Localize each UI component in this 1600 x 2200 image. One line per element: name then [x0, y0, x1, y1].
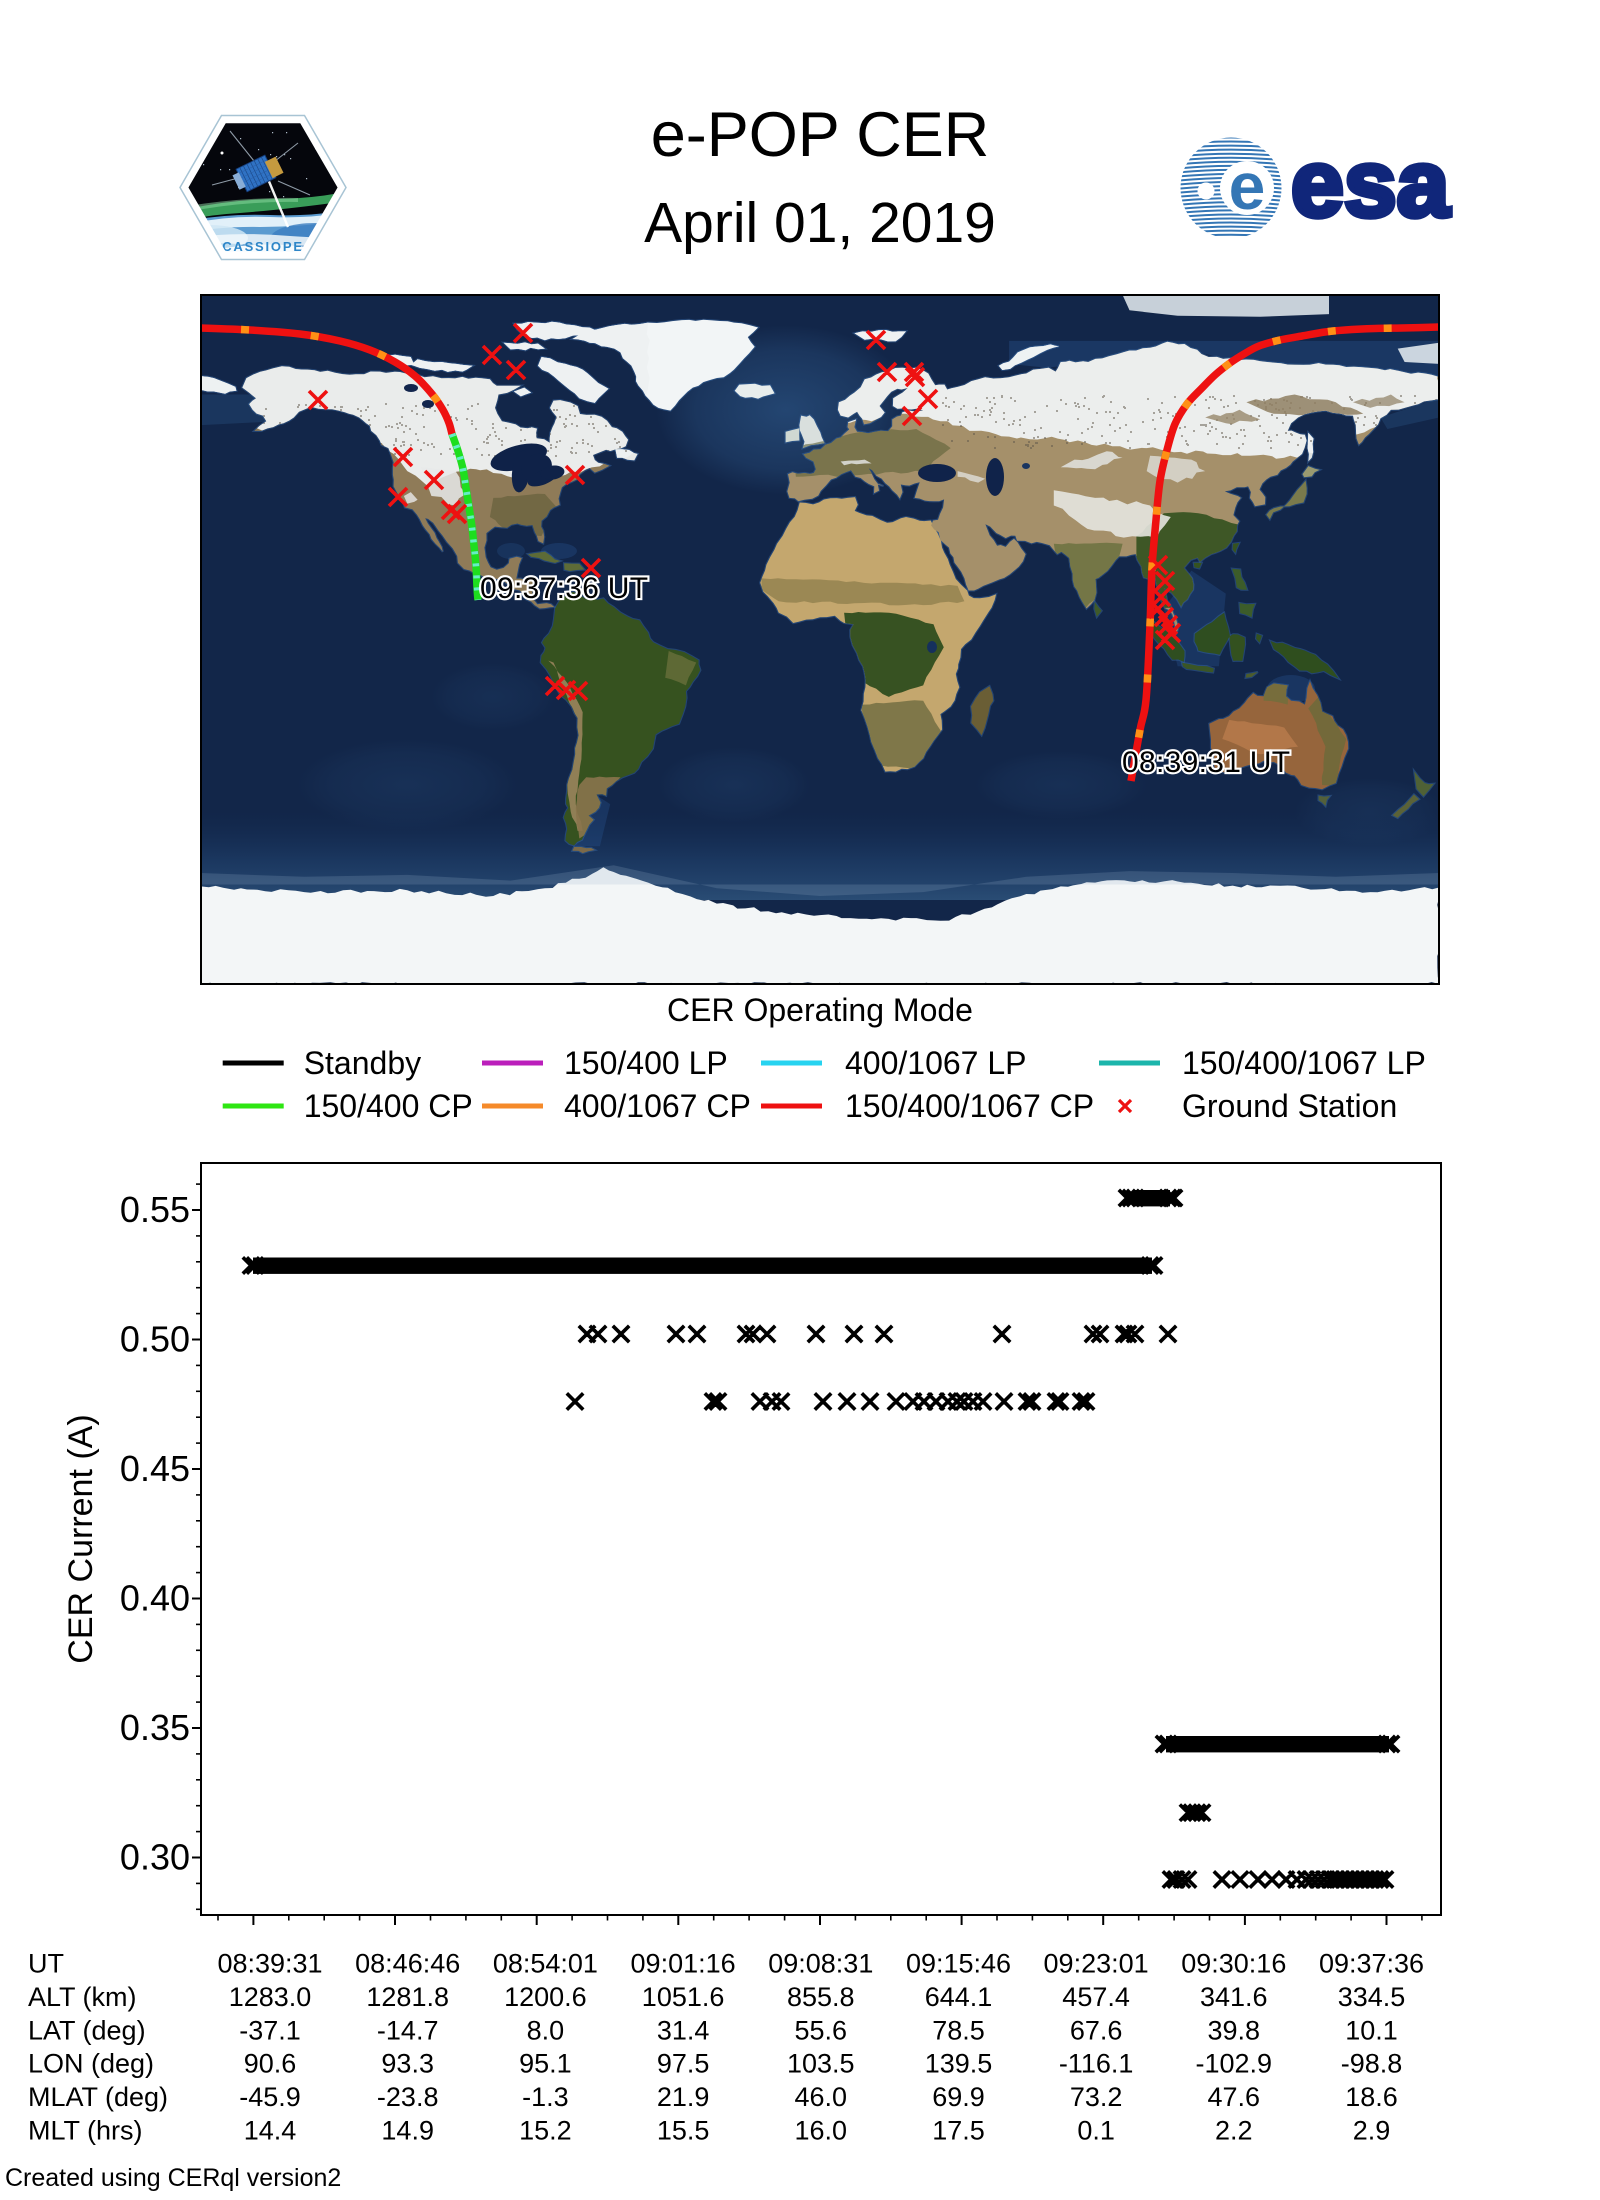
svg-text:1051.6: 1051.6 [642, 1982, 725, 2012]
svg-text:08:39:31: 08:39:31 [217, 1949, 322, 1979]
svg-text:0.40: 0.40 [120, 1578, 190, 1619]
svg-text:78.5: 78.5 [932, 2015, 985, 2045]
svg-text:08:39:31 UT: 08:39:31 UT [1122, 746, 1290, 779]
svg-text:-102.9: -102.9 [1196, 2049, 1273, 2079]
svg-text:55.6: 55.6 [795, 2015, 848, 2045]
svg-text:09:37:36 UT: 09:37:36 UT [480, 572, 648, 605]
svg-text:14.9: 14.9 [381, 2116, 434, 2146]
svg-text:-98.8: -98.8 [1341, 2049, 1403, 2079]
svg-text:Ground Station: Ground Station [1182, 1088, 1397, 1124]
svg-text:09:01:16: 09:01:16 [631, 1949, 736, 1979]
svg-text:09:23:01: 09:23:01 [1044, 1949, 1149, 1979]
svg-text:15.5: 15.5 [657, 2116, 710, 2146]
svg-text:1200.6: 1200.6 [504, 1982, 587, 2012]
svg-text:1283.0: 1283.0 [229, 1982, 312, 2012]
svg-text:CER Current (A): CER Current (A) [62, 1414, 100, 1663]
svg-text:1281.8: 1281.8 [366, 1982, 449, 2012]
svg-text:21.9: 21.9 [657, 2082, 710, 2112]
svg-text:69.9: 69.9 [932, 2082, 985, 2112]
svg-text:09:37:36: 09:37:36 [1319, 1949, 1424, 1979]
svg-text:150/400/1067 LP: 150/400/1067 LP [1182, 1045, 1426, 1081]
svg-text:LAT (deg): LAT (deg) [28, 2015, 146, 2045]
svg-text:2.9: 2.9 [1353, 2116, 1391, 2146]
svg-text:31.4: 31.4 [657, 2015, 710, 2045]
svg-text:-23.8: -23.8 [377, 2082, 439, 2112]
svg-text:90.6: 90.6 [244, 2049, 297, 2079]
svg-text:400/1067 CP: 400/1067 CP [564, 1088, 751, 1124]
svg-text:341.6: 341.6 [1200, 1982, 1268, 2012]
svg-text:103.5: 103.5 [787, 2049, 855, 2079]
svg-text:139.5: 139.5 [925, 2049, 993, 2079]
svg-text:0.45: 0.45 [120, 1448, 190, 1489]
svg-text:457.4: 457.4 [1062, 1982, 1130, 2012]
svg-text:Standby: Standby [304, 1045, 421, 1081]
svg-text:-37.1: -37.1 [239, 2015, 301, 2045]
svg-text:17.5: 17.5 [932, 2116, 985, 2146]
svg-text:UT: UT [28, 1949, 64, 1979]
svg-text:18.6: 18.6 [1345, 2082, 1398, 2112]
svg-text:esa: esa [1291, 131, 1451, 237]
svg-text:400/1067 LP: 400/1067 LP [845, 1045, 1027, 1081]
svg-text:67.6: 67.6 [1070, 2015, 1123, 2045]
svg-text:2.2: 2.2 [1215, 2116, 1253, 2146]
svg-text:Created using CERql version2: Created using CERql version2 [5, 2164, 341, 2192]
svg-text:0.50: 0.50 [120, 1319, 190, 1360]
svg-text:LON (deg): LON (deg) [28, 2049, 154, 2079]
svg-text:0.1: 0.1 [1077, 2116, 1115, 2146]
svg-text:73.2: 73.2 [1070, 2082, 1123, 2112]
svg-text:15.2: 15.2 [519, 2116, 572, 2146]
svg-text:16.0: 16.0 [795, 2116, 848, 2146]
svg-text:95.1: 95.1 [519, 2049, 572, 2079]
svg-text:08:46:46: 08:46:46 [355, 1949, 460, 1979]
svg-text:150/400 CP: 150/400 CP [304, 1088, 473, 1124]
svg-text:CASSIOPE: CASSIOPE [222, 239, 304, 254]
svg-text:93.3: 93.3 [381, 2049, 434, 2079]
svg-text:MLAT (deg): MLAT (deg) [28, 2082, 168, 2112]
svg-text:ALT (km): ALT (km) [28, 1982, 137, 2012]
svg-text:14.4: 14.4 [244, 2116, 297, 2146]
svg-text:08:54:01: 08:54:01 [493, 1949, 598, 1979]
svg-text:855.8: 855.8 [787, 1982, 855, 2012]
svg-text:39.8: 39.8 [1208, 2015, 1261, 2045]
svg-text:10.1: 10.1 [1345, 2015, 1398, 2045]
svg-text:0.30: 0.30 [120, 1837, 190, 1878]
svg-text:e: e [1229, 149, 1266, 223]
svg-text:09:30:16: 09:30:16 [1181, 1949, 1286, 1979]
svg-text:0.35: 0.35 [120, 1707, 190, 1748]
svg-text:334.5: 334.5 [1338, 1982, 1406, 2012]
svg-text:MLT (hrs): MLT (hrs) [28, 2116, 143, 2146]
svg-text:-45.9: -45.9 [239, 2082, 301, 2112]
svg-text:-14.7: -14.7 [377, 2015, 439, 2045]
svg-text:09:15:46: 09:15:46 [906, 1949, 1011, 1979]
svg-text:97.5: 97.5 [657, 2049, 710, 2079]
svg-text:150/400 LP: 150/400 LP [564, 1045, 728, 1081]
svg-text:09:08:31: 09:08:31 [768, 1949, 873, 1979]
svg-text:0.55: 0.55 [120, 1189, 190, 1230]
svg-text:8.0: 8.0 [527, 2015, 565, 2045]
svg-text:644.1: 644.1 [925, 1982, 993, 2012]
svg-text:47.6: 47.6 [1208, 2082, 1261, 2112]
svg-text:46.0: 46.0 [795, 2082, 848, 2112]
svg-text:150/400/1067 CP: 150/400/1067 CP [845, 1088, 1094, 1124]
svg-text:-116.1: -116.1 [1059, 2049, 1134, 2079]
svg-text:-1.3: -1.3 [522, 2082, 569, 2112]
